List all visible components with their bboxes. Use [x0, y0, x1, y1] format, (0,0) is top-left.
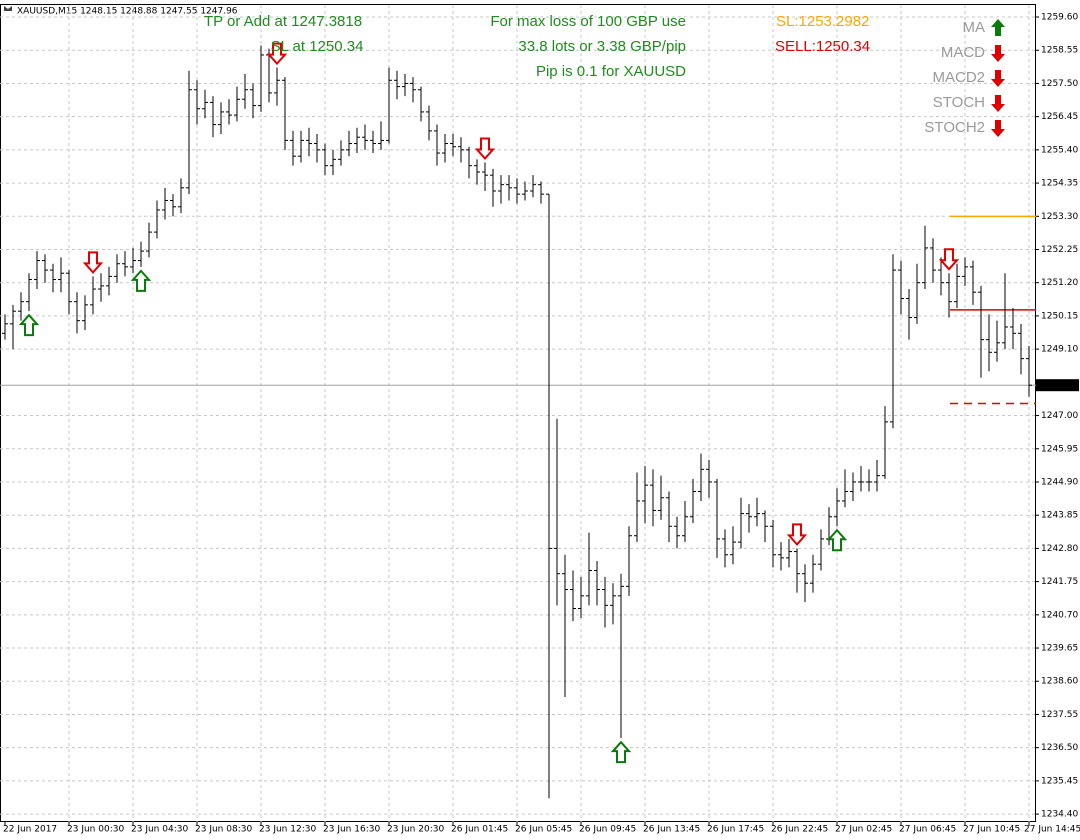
x-tick-label: 23 Jun 16:30: [323, 825, 380, 835]
y-tick-label: 1237.55: [1041, 710, 1078, 720]
buy-signal: [826, 528, 848, 552]
y-tick-label: 1251.20: [1041, 278, 1078, 288]
y-tick-label: 1247.00: [1041, 411, 1078, 421]
y-tick-label: 1244.90: [1041, 477, 1078, 487]
x-tick-label: 23 Jun 00:30: [67, 825, 124, 835]
chart-header: XAUUSD,M15 1248.15 1248.88 1247.55 1247.…: [17, 7, 238, 17]
y-tick-label: 1253.30: [1041, 212, 1078, 222]
x-tick-label: 26 Jun 17:45: [707, 825, 764, 835]
y-tick-label: 1250.15: [1041, 311, 1078, 321]
annotation: SL:1253.2982: [776, 13, 869, 30]
indicator-name: STOCH: [933, 94, 985, 111]
x-tick-label: 27 Jun 02:45: [835, 825, 892, 835]
y-tick-label: 1258.55: [1041, 46, 1078, 56]
y-tick-label: 1256.45: [1041, 112, 1078, 122]
sell-signal: [82, 251, 104, 274]
y-tick-label: 1241.75: [1041, 577, 1078, 587]
indicator-arrow: [991, 120, 1005, 137]
sell-signal: [266, 42, 288, 66]
buy-signal: [18, 313, 40, 337]
annotation: 33.8 lots or 3.38 GBP/pip: [518, 38, 686, 55]
symbol-icon: [4, 6, 12, 11]
indicator-arrow: [991, 70, 1005, 87]
price-label: 1247.96: [1040, 381, 1077, 391]
y-tick-label: 1235.45: [1041, 776, 1078, 786]
y-tick-label: 1238.60: [1041, 677, 1078, 687]
indicator-name: MACD: [941, 44, 985, 61]
annotation: For max loss of 100 GBP use: [490, 13, 686, 30]
x-tick-label: 23 Jun 12:30: [259, 825, 316, 835]
indicator-arrow: [991, 95, 1005, 112]
indicator-name: MACD2: [932, 69, 985, 86]
annotation: SELL:1250.34: [775, 38, 870, 55]
sell-signal: [474, 137, 496, 161]
buy-signal: [130, 269, 152, 292]
y-tick-label: 1239.65: [1041, 644, 1078, 654]
x-tick-label: 26 Jun 13:45: [643, 825, 700, 835]
annotation: Pip is 0.1 for XAUUSD: [536, 63, 686, 80]
y-tick-label: 1242.80: [1041, 544, 1078, 554]
y-tick-label: 1257.50: [1041, 79, 1078, 89]
y-tick-label: 1249.10: [1041, 345, 1078, 355]
x-tick-label: 22 Jun 2017: [3, 825, 57, 835]
x-tick-label: 23 Jun 04:30: [131, 825, 188, 835]
x-tick-label: 26 Jun 05:45: [515, 825, 572, 835]
plot-frame: [0, 4, 1036, 822]
indicator-name: STOCH2: [924, 119, 985, 136]
x-tick-label: 26 Jun 09:45: [579, 825, 636, 835]
indicator-arrow: [991, 45, 1005, 62]
annotation: SL at 1250.34: [271, 38, 364, 55]
y-tick-label: 1259.60: [1041, 13, 1078, 23]
x-tick-label: 27 Jun 14:45: [1024, 825, 1080, 835]
y-tick-label: 1255.40: [1041, 145, 1078, 155]
y-tick-label: 1243.85: [1041, 511, 1078, 521]
y-tick-label: 1245.95: [1041, 444, 1078, 454]
sell-signal: [786, 523, 808, 546]
indicator-name: MA: [963, 19, 986, 36]
y-tick-label: 1254.35: [1041, 179, 1078, 189]
x-tick-label: 27 Jun 06:45: [899, 825, 956, 835]
x-tick-label: 23 Jun 08:30: [195, 825, 252, 835]
indicator-arrow: [991, 19, 1005, 36]
buy-signal: [610, 740, 632, 764]
annotation: TP or Add at 1247.3818: [204, 13, 362, 30]
y-tick-label: 1252.25: [1041, 245, 1078, 255]
x-tick-label: 26 Jun 22:45: [771, 825, 828, 835]
price-label-box: [1036, 379, 1079, 392]
sell-signal: [938, 248, 960, 271]
x-tick-label: 23 Jun 20:30: [387, 825, 444, 835]
x-tick-label: 27 Jun 10:45: [963, 825, 1020, 835]
x-tick-label: 26 Jun 01:45: [451, 825, 508, 835]
y-tick-label: 1236.50: [1041, 743, 1078, 753]
y-tick-label: 1240.70: [1041, 610, 1078, 620]
y-tick-label: 1234.40: [1041, 810, 1078, 820]
